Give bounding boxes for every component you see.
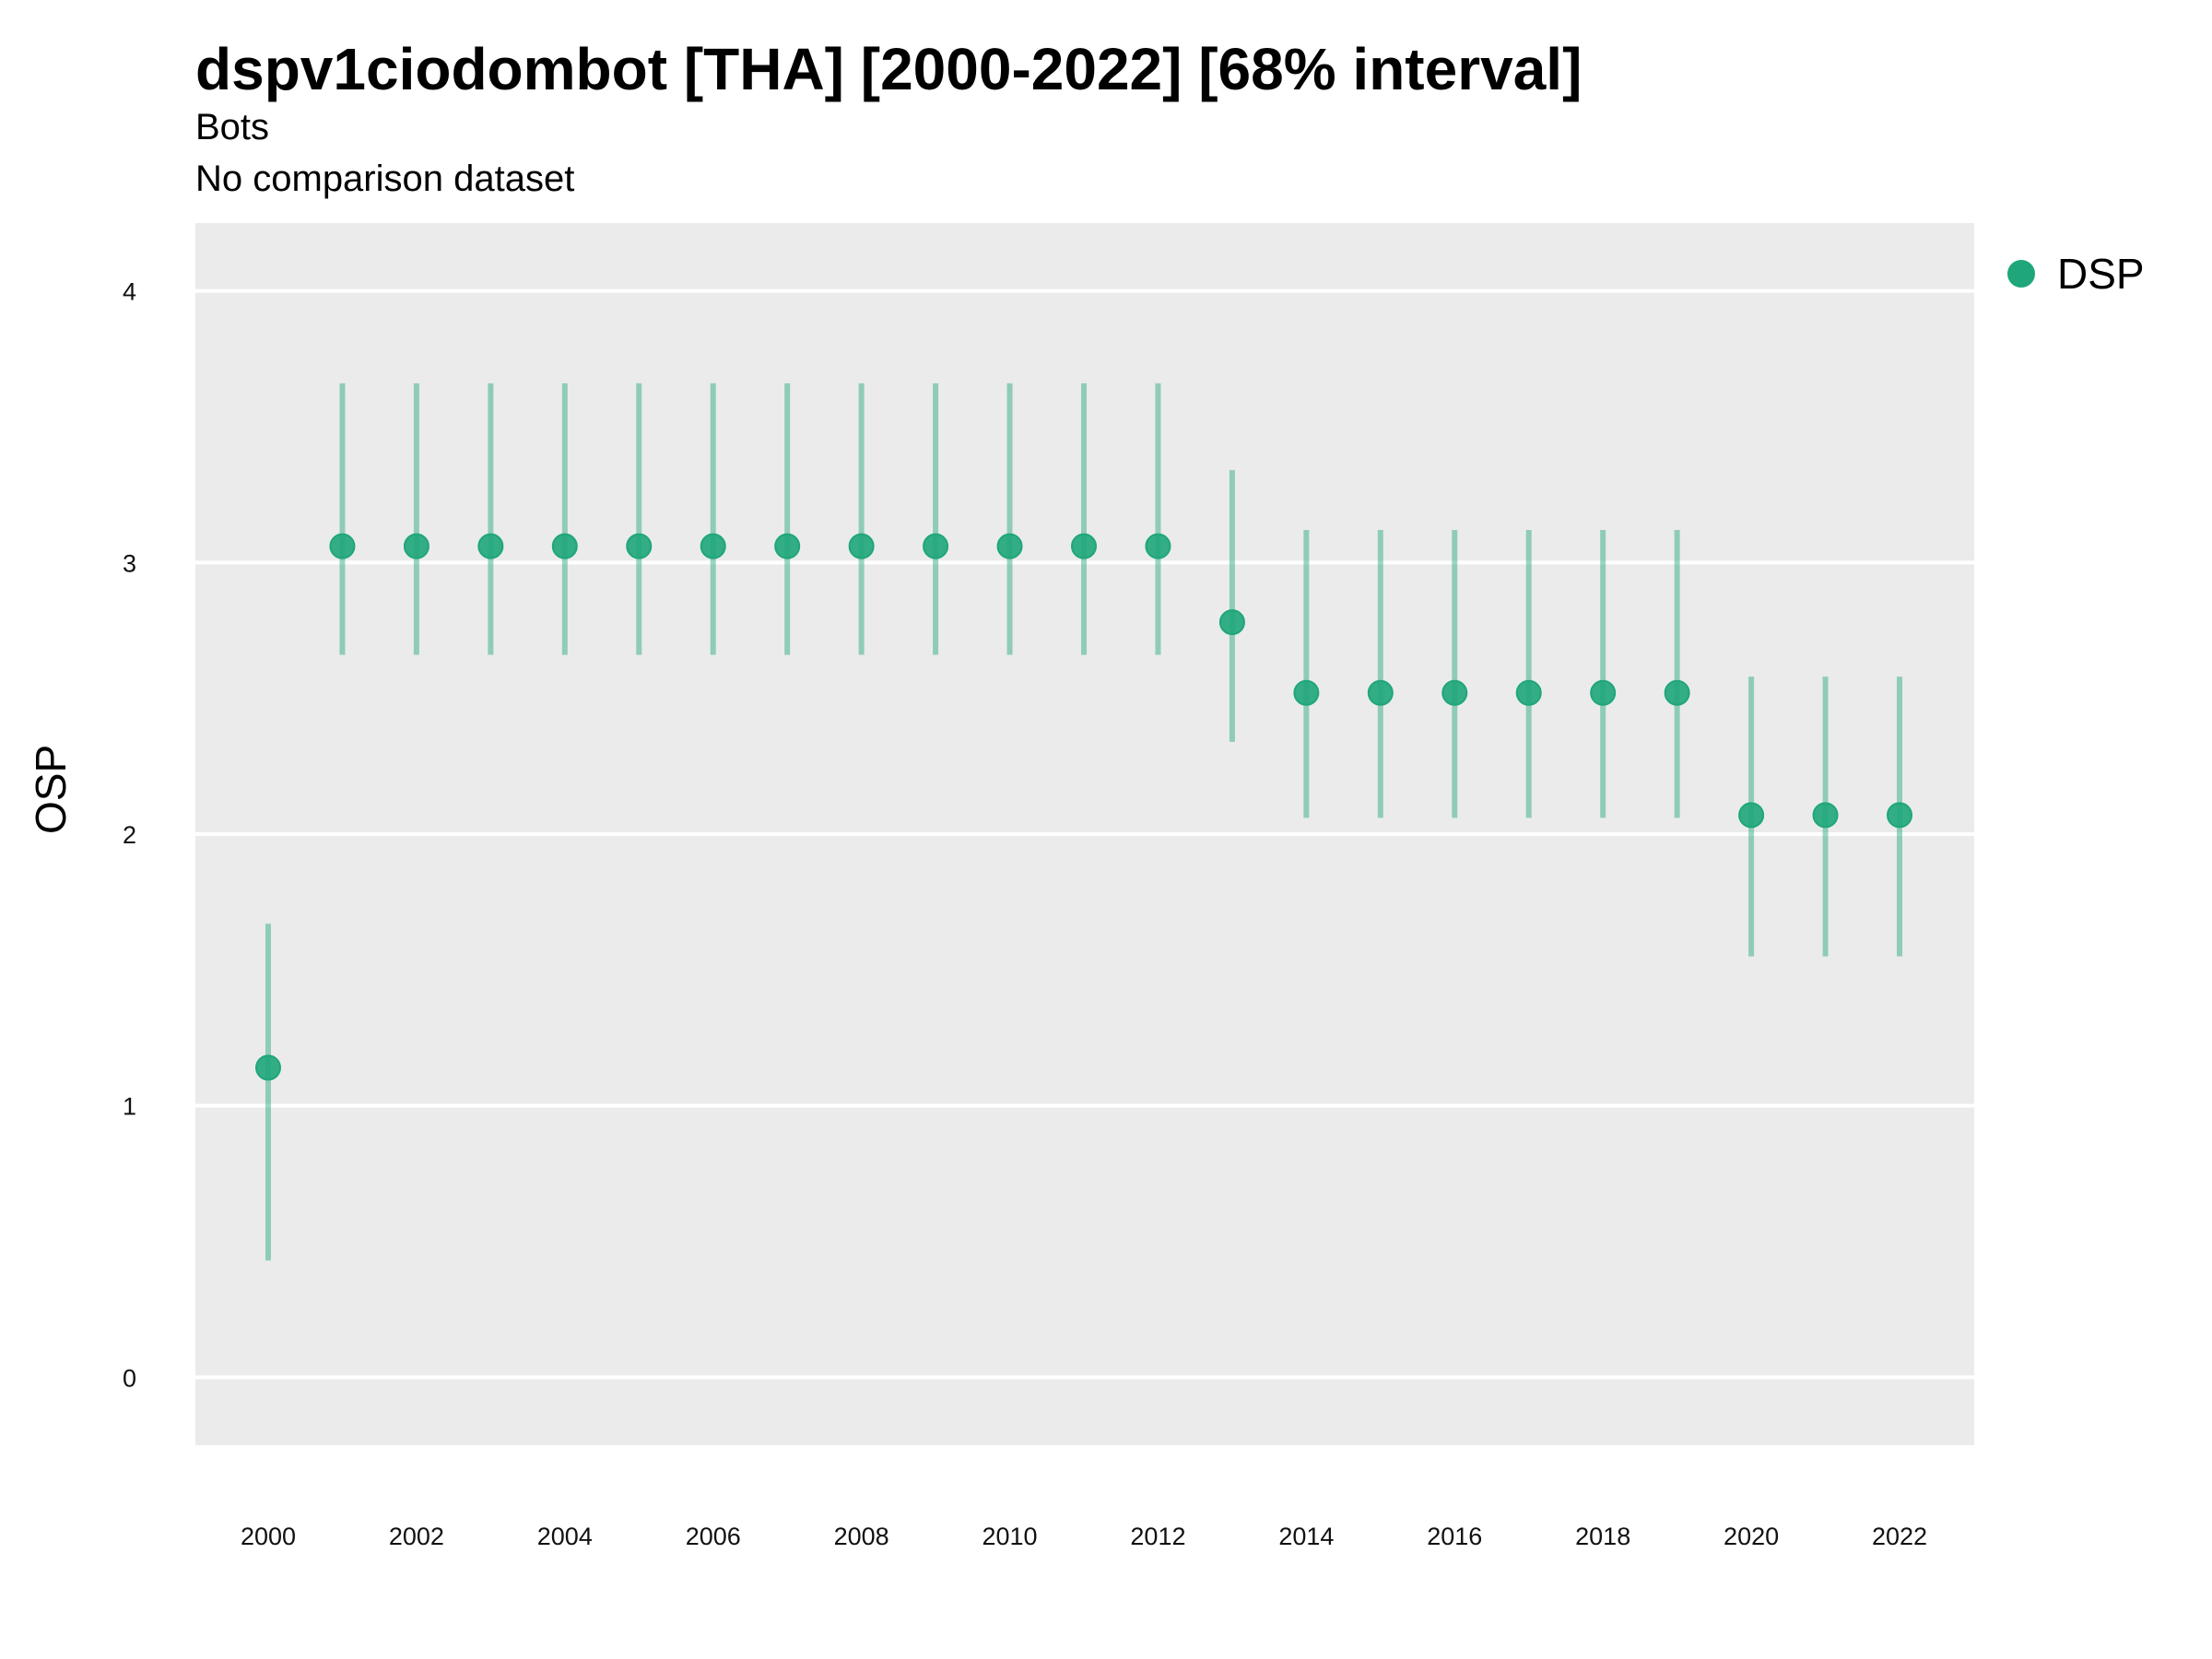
x-tick-label: 2016 — [1427, 1523, 1482, 1550]
x-tick-label: 2008 — [834, 1523, 889, 1550]
x-tick-label: 2022 — [1872, 1523, 1927, 1550]
data-point — [403, 533, 429, 559]
y-tick-label: 2 — [123, 821, 136, 849]
data-point — [329, 533, 356, 559]
x-tick-labels: 2000 2002 2004 2006 2008 2010 2012 2014 2016 2018… — [241, 1523, 1927, 1550]
data-point — [1590, 679, 1617, 706]
x-tick-label: 2012 — [1130, 1523, 1185, 1550]
x-tick-label: 2000 — [241, 1523, 296, 1550]
legend-label: DSP — [2057, 250, 2145, 298]
data-point — [923, 533, 949, 559]
y-tick-labels: 0 1 2 3 4 — [123, 278, 136, 1393]
gridlines — [195, 288, 1974, 1380]
data-point — [1145, 533, 1171, 559]
x-tick-label: 2020 — [1724, 1523, 1779, 1550]
legend-dot-icon — [2007, 260, 2035, 288]
x-tick-label: 2004 — [537, 1523, 593, 1550]
data-point — [700, 533, 726, 559]
data-point — [551, 533, 578, 559]
data-point — [1515, 679, 1542, 706]
data-point — [255, 1054, 281, 1081]
data-point — [1218, 609, 1245, 636]
chart-title: dspv1ciodombot [THA] [2000-2022] [68% in… — [195, 36, 1583, 102]
data-point — [1812, 802, 1839, 829]
legend: DSP — [2007, 249, 2145, 299]
y-tick-label: 1 — [123, 1093, 136, 1121]
data-point — [848, 533, 875, 559]
x-tick-label: 2010 — [982, 1523, 1038, 1550]
data-point — [1293, 679, 1320, 706]
data-point — [996, 533, 1023, 559]
data-point — [1367, 679, 1394, 706]
y-tick-label: 0 — [123, 1364, 136, 1392]
y-tick-label: 3 — [123, 549, 136, 577]
data-points — [255, 533, 1912, 1081]
data-point — [1664, 679, 1690, 706]
data-point — [626, 533, 653, 559]
x-tick-label: 2006 — [686, 1523, 741, 1550]
data-point — [1887, 802, 1912, 829]
data-point — [477, 533, 504, 559]
data-point — [1738, 802, 1765, 829]
error-bars — [265, 382, 1902, 1261]
chart-subtitle: Bots — [195, 107, 270, 147]
x-tick-label: 2018 — [1575, 1523, 1630, 1550]
data-point — [1441, 679, 1468, 706]
y-tick-label: 4 — [123, 278, 136, 306]
data-point — [1071, 533, 1097, 559]
x-tick-label: 2002 — [389, 1523, 444, 1550]
data-point — [774, 533, 801, 559]
x-tick-label: 2014 — [1278, 1523, 1334, 1550]
chart-caption: No comparison dataset — [195, 159, 575, 199]
